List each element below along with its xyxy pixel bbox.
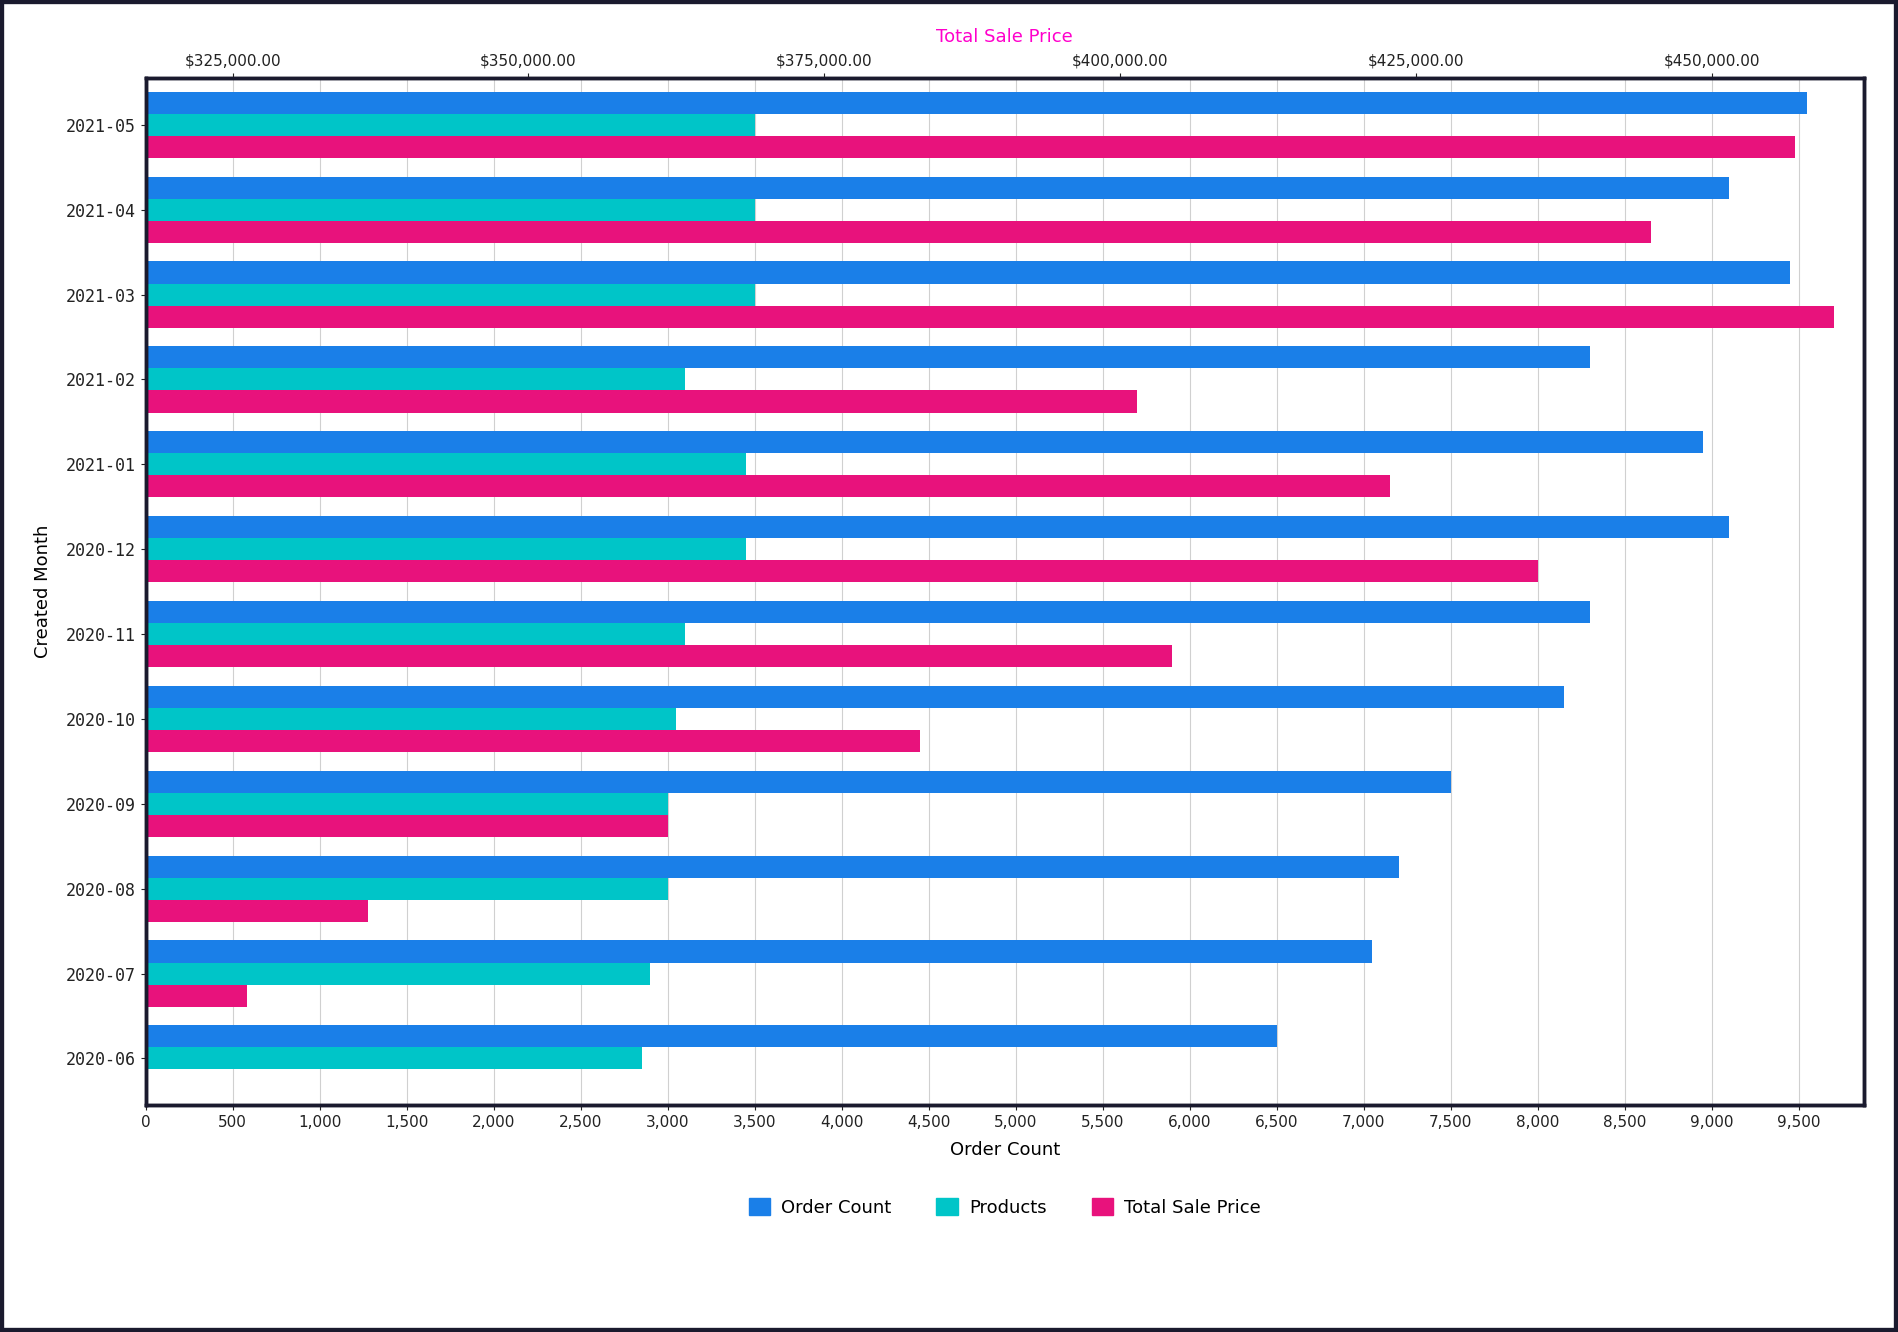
- Bar: [146, 453, 746, 476]
- Bar: [146, 113, 755, 136]
- Bar: [146, 707, 676, 730]
- Bar: [146, 623, 685, 645]
- Bar: [146, 899, 368, 922]
- Bar: [146, 815, 668, 836]
- Bar: [146, 346, 1591, 369]
- Bar: [146, 1047, 642, 1070]
- Bar: [146, 390, 1137, 413]
- Bar: [146, 538, 746, 561]
- Bar: [146, 432, 1703, 453]
- X-axis label: Total Sale Price: Total Sale Price: [936, 28, 1072, 47]
- Bar: [146, 730, 921, 753]
- Bar: [146, 855, 1399, 878]
- Bar: [146, 198, 755, 221]
- Y-axis label: Created Month: Created Month: [34, 525, 51, 658]
- Bar: [146, 984, 247, 1007]
- X-axis label: Order Count: Order Count: [949, 1142, 1059, 1159]
- Bar: [146, 686, 1564, 707]
- Bar: [146, 221, 1651, 242]
- Bar: [146, 261, 1790, 284]
- Bar: [146, 476, 1389, 497]
- Bar: [146, 284, 755, 305]
- Legend: Order Count, Products, Total Sale Price: Order Count, Products, Total Sale Price: [742, 1191, 1268, 1224]
- Bar: [146, 793, 668, 815]
- Bar: [146, 92, 1807, 113]
- Bar: [146, 561, 1537, 582]
- Bar: [146, 369, 685, 390]
- Bar: [146, 878, 668, 899]
- Bar: [146, 963, 651, 984]
- Bar: [146, 771, 1450, 793]
- Bar: [146, 940, 1372, 963]
- Bar: [146, 136, 1796, 159]
- Bar: [146, 515, 1729, 538]
- Bar: [146, 601, 1591, 623]
- Bar: [146, 305, 1833, 328]
- Bar: [146, 1026, 1277, 1047]
- Bar: [146, 645, 1173, 667]
- Bar: [146, 177, 1729, 198]
